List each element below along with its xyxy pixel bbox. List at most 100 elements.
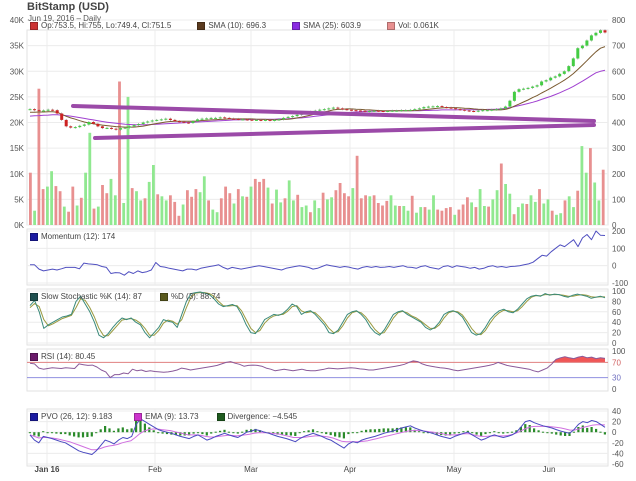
- divergence-bar: [537, 430, 540, 433]
- candle-body: [494, 109, 498, 111]
- divergence-bar: [373, 429, 376, 433]
- divergence-bar: [37, 432, 40, 437]
- divergence-bar: [338, 432, 341, 438]
- candle-body: [42, 110, 46, 112]
- candle-body: [241, 119, 245, 121]
- divergence-bar: [227, 431, 230, 433]
- candle-body: [553, 76, 557, 78]
- candle-body: [463, 109, 467, 111]
- volume-bar: [546, 199, 550, 225]
- divergence-bar: [519, 427, 522, 433]
- candle-body: [218, 117, 222, 119]
- stochastic-axis-tick: 20: [612, 329, 621, 338]
- volume-bar: [385, 200, 389, 225]
- divergence-bar: [174, 432, 177, 436]
- divergence-bar: [46, 432, 49, 434]
- divergence-bar: [457, 432, 460, 434]
- divergence-bar: [365, 429, 368, 433]
- candle-body: [449, 107, 453, 109]
- volume-bar: [474, 207, 478, 225]
- divergence-bar: [192, 432, 195, 434]
- divergence-bar: [382, 428, 385, 433]
- candle-body: [173, 119, 177, 122]
- divergence-bar: [391, 428, 394, 433]
- candle-body: [336, 107, 340, 109]
- candle-body: [187, 122, 190, 124]
- candle-body: [100, 126, 104, 129]
- candle-body: [481, 110, 485, 112]
- price-axis-tick: 700: [612, 42, 626, 51]
- legend-sma25: SMA (25): 603.9: [292, 21, 361, 30]
- volume-bar: [364, 195, 367, 225]
- divergence-bar: [121, 427, 124, 433]
- divergence-bar: [303, 431, 306, 433]
- rsi-axis-tick: 0: [612, 385, 617, 394]
- volume-bar: [262, 178, 266, 225]
- divergence-bar: [298, 432, 301, 434]
- divergence-bar: [444, 432, 447, 436]
- legend-momentum: Momentum (12): 174: [30, 232, 115, 241]
- candle-body: [159, 119, 163, 121]
- price-axis-tick: 300: [612, 144, 626, 153]
- candle-body: [33, 109, 36, 111]
- candle-body: [472, 111, 476, 112]
- volume-bar: [423, 207, 427, 225]
- candle-body: [508, 100, 512, 107]
- volume-bar: [313, 200, 317, 225]
- divergence-bar: [325, 432, 328, 435]
- candle-body: [377, 110, 381, 112]
- divergence-bar: [201, 432, 204, 435]
- pvo-axis-tick: -40: [612, 449, 624, 458]
- divergence-bar: [33, 432, 36, 436]
- candle-body: [422, 107, 426, 109]
- candle-body: [549, 77, 553, 81]
- stoch-k-swatch-icon: [30, 292, 38, 301]
- divergence-bar: [205, 432, 208, 436]
- candle-body: [485, 110, 489, 112]
- volume-bar: [440, 210, 444, 225]
- divergence-bar: [471, 432, 474, 434]
- divergence-bar: [161, 432, 164, 434]
- price-axis-tick: 400: [612, 119, 626, 128]
- volume-bar: [253, 178, 257, 225]
- pvo-legend: PVO (26, 12): 9.183 EMA (9): 13.73 Diver…: [30, 412, 315, 421]
- candle-body: [64, 119, 68, 127]
- candle-body: [250, 119, 254, 121]
- divergence-bar: [466, 430, 469, 433]
- volume-bar: [398, 206, 401, 225]
- candle-body: [318, 109, 322, 111]
- divergence-bar: [581, 425, 584, 433]
- candle-body: [105, 127, 109, 129]
- volume-bar: [372, 195, 376, 225]
- divergence-bar: [254, 428, 257, 433]
- volume-swatch-icon: [386, 21, 395, 30]
- volume-bar: [241, 196, 244, 225]
- sma10-swatch-icon: [197, 21, 206, 30]
- divergence-bar: [86, 432, 89, 437]
- candle-body: [354, 110, 358, 112]
- divergence-bar: [289, 432, 292, 436]
- volume-bar: [580, 146, 584, 225]
- volume-bar: [54, 186, 58, 226]
- candle-body: [223, 117, 227, 119]
- sma25-swatch-icon: [292, 21, 301, 30]
- volume-bar: [122, 203, 126, 225]
- divergence-bar: [599, 431, 602, 433]
- volume-bar: [355, 155, 359, 225]
- candle-body: [359, 110, 362, 112]
- volume-bar: [533, 201, 537, 225]
- price-axis-tick: 600: [612, 67, 626, 76]
- volume-bar: [457, 209, 461, 225]
- volume-bar: [67, 211, 70, 225]
- volume-bar: [593, 182, 597, 225]
- pvo-swatch-icon: [30, 412, 38, 421]
- volume-bar: [270, 203, 274, 225]
- divergence-bar: [418, 431, 421, 433]
- candle-body: [408, 109, 412, 111]
- divergence-bar: [214, 431, 217, 433]
- volume-bar: [415, 212, 418, 225]
- divergence-bar: [179, 432, 182, 436]
- volume-bar: [156, 194, 160, 226]
- volume-bar: [402, 206, 406, 225]
